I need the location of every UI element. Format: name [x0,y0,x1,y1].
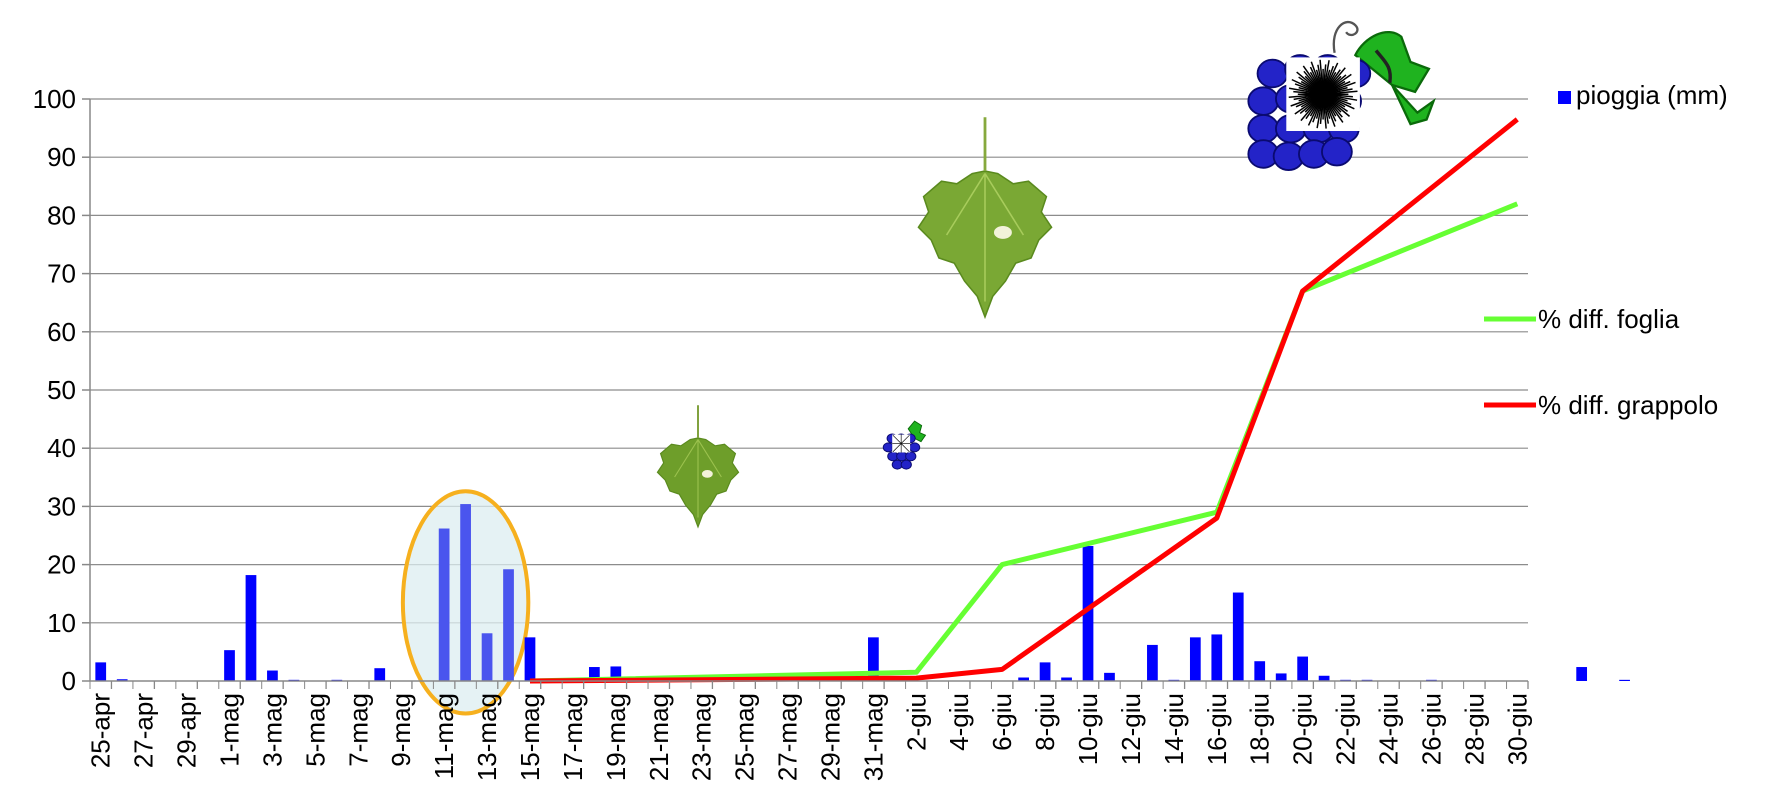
x-tick-label: 14-giu [1159,693,1189,765]
series-line [529,201,1519,684]
x-tick-label: 25-apr [86,693,116,768]
x-tick-label: 19-mag [601,693,631,781]
rain-bar [1082,545,1094,681]
y-tick-label: 40 [47,433,76,463]
rain-bar [1018,677,1029,681]
x-tick-label: 17-mag [558,693,588,781]
rain-bar [1061,677,1072,681]
rain-bar [1104,672,1115,681]
legend-label-leaf: % diff. foglia [1538,304,1680,334]
rain-bar [610,666,622,681]
legend-label-bunch: % diff. grappolo [1538,390,1718,420]
y-tick-label: 70 [47,259,76,289]
x-tick-label: 11-mag [429,693,459,779]
infection-lines [529,117,1519,684]
x-tick-label: 4-giu [944,693,974,751]
x-tick-label: 27-apr [129,693,159,768]
x-tick-label: 26-giu [1416,693,1446,765]
x-tick-label: 22-giu [1331,693,1361,765]
legend: pioggia (mm) % diff. foglia % diff. grap… [1484,80,1728,420]
legend-swatch-rain [1558,91,1571,104]
y-tick-label: 80 [47,200,76,230]
rain-bar [481,633,493,681]
grape-bunch-icon-large [1247,20,1436,172]
x-tick-label: 18-giu [1245,693,1275,765]
x-tick-label: 12-giu [1116,693,1146,765]
x-tick-label: 23-mag [687,693,717,781]
x-tick-label: 31-mag [858,693,888,781]
x-tick-label: 8-giu [1030,693,1060,751]
rain-bar [267,670,278,681]
rain-bar [1619,679,1630,681]
x-tick-label: 30-giu [1502,693,1532,765]
x-tick-label: 10-giu [1073,693,1103,765]
rain-bar [589,667,600,681]
rain-bars [95,504,1630,681]
rain-bar [1254,661,1266,681]
rain-bar [524,637,536,681]
x-tick-label: 20-giu [1288,693,1318,765]
y-tick-label: 90 [47,142,76,172]
grape-leaf-icon-small [656,405,740,529]
rain-bar [438,528,450,681]
rain-bar [116,679,128,681]
grape-bunch-icon-small [882,420,927,470]
rain-bar [1297,656,1309,681]
rain-bar [1576,667,1588,681]
rain-bar [224,650,235,681]
x-tick-label: 29-apr [172,693,202,768]
rain-bar [1039,662,1051,681]
rain-bar [1147,644,1158,681]
rain-bar [1211,634,1223,681]
rain-bar [868,637,879,681]
x-tick-label: 1-mag [215,693,245,767]
x-tick-label: 16-giu [1202,693,1232,765]
x-tick-label: 29-mag [815,693,845,781]
x-axis-tick-labels: 25-apr 27-apr 29-apr 1-mag 3-mag 5-mag 7-mag 9-… [86,681,1532,781]
y-tick-label: 100 [33,84,76,114]
x-tick-label: 28-giu [1459,693,1489,765]
x-tick-label: 5-mag [300,693,330,767]
x-tick-label: 13-mag [472,693,502,781]
legend-label-rain: pioggia (mm) [1576,80,1728,110]
y-tick-label: 10 [47,608,76,638]
x-tick-label: 7-mag [343,693,373,767]
rain-bar [245,575,257,681]
rain-bar [374,668,386,681]
rain-bar [95,662,107,681]
y-tick-label: 20 [47,550,76,580]
x-tick-label: 2-giu [901,693,931,751]
y-tick-label: 60 [47,317,76,347]
rain-bar [503,569,514,681]
x-tick-label: 24-giu [1373,693,1403,765]
gridlines [82,98,1528,682]
x-tick-label: 27-mag [773,693,803,781]
grape-leaf-icon-large [917,117,1053,320]
y-axis-tick-labels: 0 10 20 30 40 50 60 70 80 90 100 [33,84,76,696]
x-tick-label: 15-mag [515,693,545,781]
x-tick-label: 6-giu [987,693,1017,751]
rain-bar [1189,637,1201,681]
y-tick-label: 30 [47,491,76,521]
x-tick-label: 21-mag [644,693,674,781]
rain-bar [1318,675,1330,681]
rain-bar [1275,673,1287,681]
y-tick-label: 50 [47,375,76,405]
x-tick-label: 25-mag [730,693,760,781]
y-tick-label: 0 [62,666,76,696]
rain-bar [1232,592,1244,681]
x-tick-label: 9-mag [386,693,416,767]
series-line [529,117,1519,684]
x-tick-label: 3-mag [257,693,287,767]
rain-bar [460,504,471,681]
